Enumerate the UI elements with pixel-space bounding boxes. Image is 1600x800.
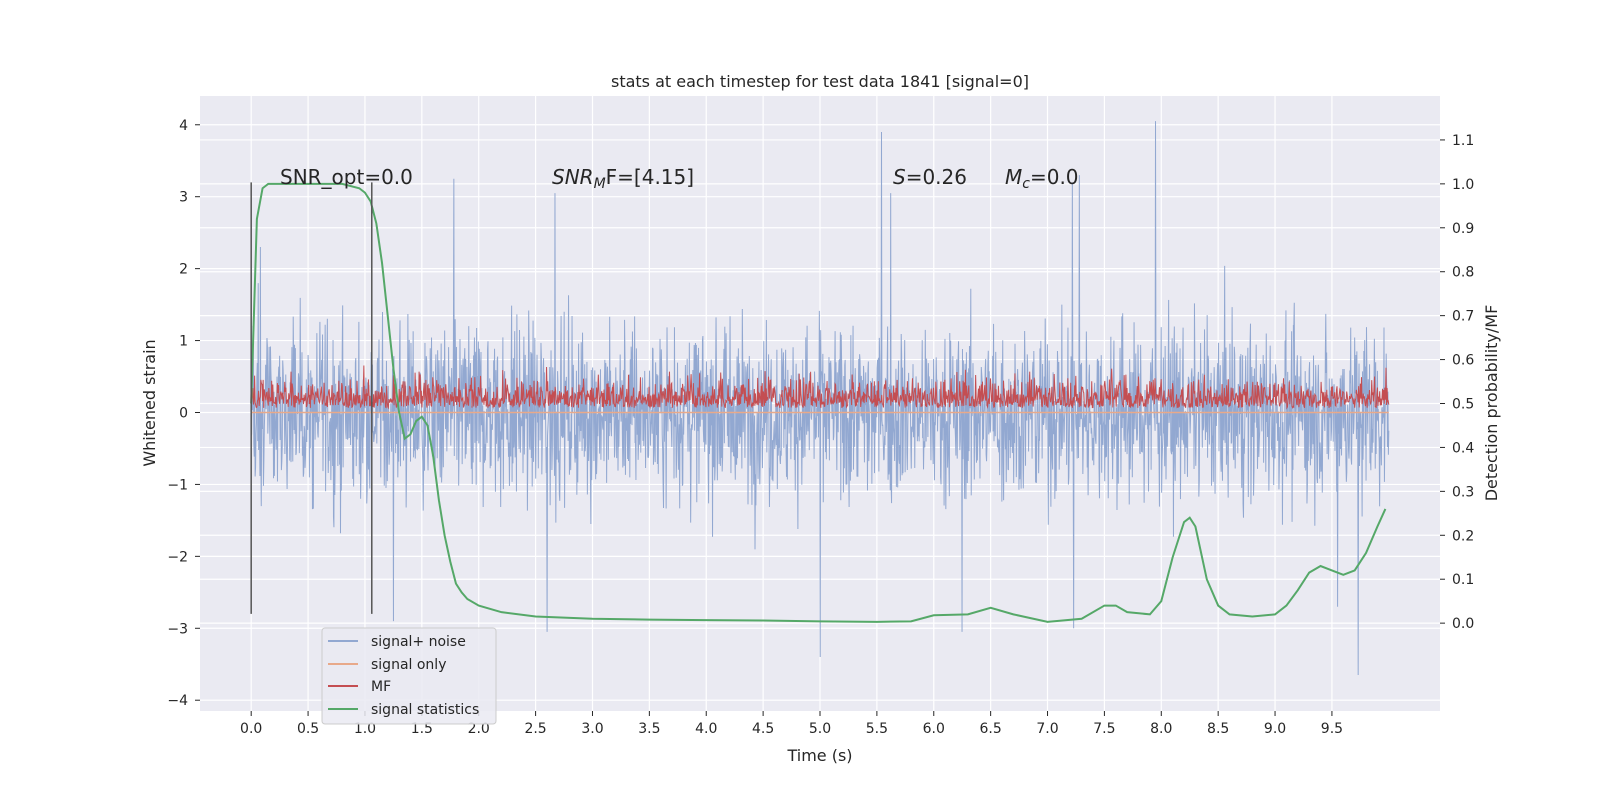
y-right-tick-label: 0.7 (1452, 309, 1474, 325)
annotation-mc: Mc=0.0 (1005, 165, 1079, 192)
y-tick-label: −3 (167, 621, 188, 637)
x-axis-label: Time (s) (786, 746, 852, 765)
x-tick-label: 3.0 (581, 721, 603, 737)
x-tick-label: 7.5 (1093, 721, 1115, 737)
y-right-tick-label: 0.3 (1452, 484, 1474, 500)
y-right-tick-label: 0.1 (1452, 572, 1474, 588)
annotation-snr-mf-rest: F=[4.15] (606, 165, 694, 189)
annotation-s-base: S (893, 165, 906, 189)
x-tick-label: 0.0 (240, 721, 262, 737)
y-right-tick-label: 1.1 (1452, 133, 1474, 149)
y-tick-label: 0 (179, 405, 188, 421)
legend-label-mf: MF (371, 679, 391, 695)
legend: signal+ noise signal only MF signal stat… (321, 627, 497, 725)
annotation-s: S=0.26 (893, 165, 967, 189)
x-tick-label: 2.5 (524, 721, 546, 737)
legend-label-signal-statistics: signal statistics (371, 702, 479, 718)
x-tick-label: 3.5 (638, 721, 660, 737)
y-right-tick-label: 0.8 (1452, 265, 1474, 281)
x-tick-label: 1.0 (354, 721, 376, 737)
x-tick-label: 8.5 (1207, 721, 1229, 737)
x-tick-label: 5.5 (866, 721, 888, 737)
x-tick-label: 5.0 (809, 721, 831, 737)
y-axis-label: Whitened strain (140, 339, 159, 466)
y-right-tick-label: 0.5 (1452, 397, 1474, 413)
x-tick-label: 0.5 (297, 721, 319, 737)
vertical-markers (250, 182, 373, 614)
y-tick-label: 2 (179, 262, 188, 278)
series-signal-noise (250, 121, 1390, 676)
annotation-mc-rest: =0.0 (1030, 165, 1079, 189)
x-tick-label: 7.0 (1036, 721, 1058, 737)
annotation-mc-sub: c (1022, 176, 1030, 192)
annotation-snr-mf: SNRMF=[4.15] (552, 165, 694, 192)
x-tick-label: 4.5 (752, 721, 774, 737)
y-tick-label: −2 (167, 549, 188, 565)
series-mf (250, 365, 1390, 410)
y-tick-label: −4 (167, 693, 188, 709)
y-tick-label: 3 (179, 190, 188, 206)
y-tick-label: −1 (167, 477, 188, 493)
y-right-axis-label: Detection probability/MF (1482, 305, 1501, 502)
x-tick-label: 1.5 (411, 721, 433, 737)
series-layer (250, 121, 1390, 676)
x-tick-label: 2.0 (468, 721, 490, 737)
y-right-tick-label: 0.4 (1452, 440, 1474, 456)
y-right-tick-label: 0.9 (1452, 221, 1474, 237)
y-right-tick-label: 0.0 (1452, 616, 1474, 632)
x-tick-label: 9.0 (1264, 721, 1286, 737)
x-tick-label: 9.5 (1321, 721, 1343, 737)
annotation-s-rest: =0.26 (906, 165, 967, 189)
annotation-snr-mf-sub: M (594, 176, 606, 192)
y-right-tick-label: 0.6 (1452, 353, 1474, 369)
y-tick-label: 4 (179, 118, 188, 134)
legend-box (321, 627, 497, 725)
chart-title: stats at each timestep for test data 184… (611, 72, 1029, 91)
y-right-tick-label: 1.0 (1452, 177, 1474, 193)
legend-label-signal-noise: signal+ noise (371, 634, 466, 650)
x-tick-label: 6.5 (980, 721, 1002, 737)
y-right-tick-label: 0.2 (1452, 528, 1474, 544)
x-tick-label: 8.0 (1150, 721, 1172, 737)
series-signal-statistics (250, 182, 1387, 623)
annotation-snr-opt: SNR_opt=0.0 (280, 165, 413, 189)
annotation-snr-mf-base: SNR (552, 165, 594, 189)
x-tick-label: 6.0 (923, 721, 945, 737)
legend-label-signal-only: signal only (371, 657, 446, 673)
x-tick-label: 4.0 (695, 721, 717, 737)
axis-ticks: 0.0 0.5 1.0 1.5 2.0 2.5 3.0 3.5 4.0 4.5 5.0 5.5 6.0 6… (167, 118, 1474, 737)
y-tick-label: 1 (179, 334, 188, 350)
annotation-mc-base: M (1005, 165, 1022, 189)
